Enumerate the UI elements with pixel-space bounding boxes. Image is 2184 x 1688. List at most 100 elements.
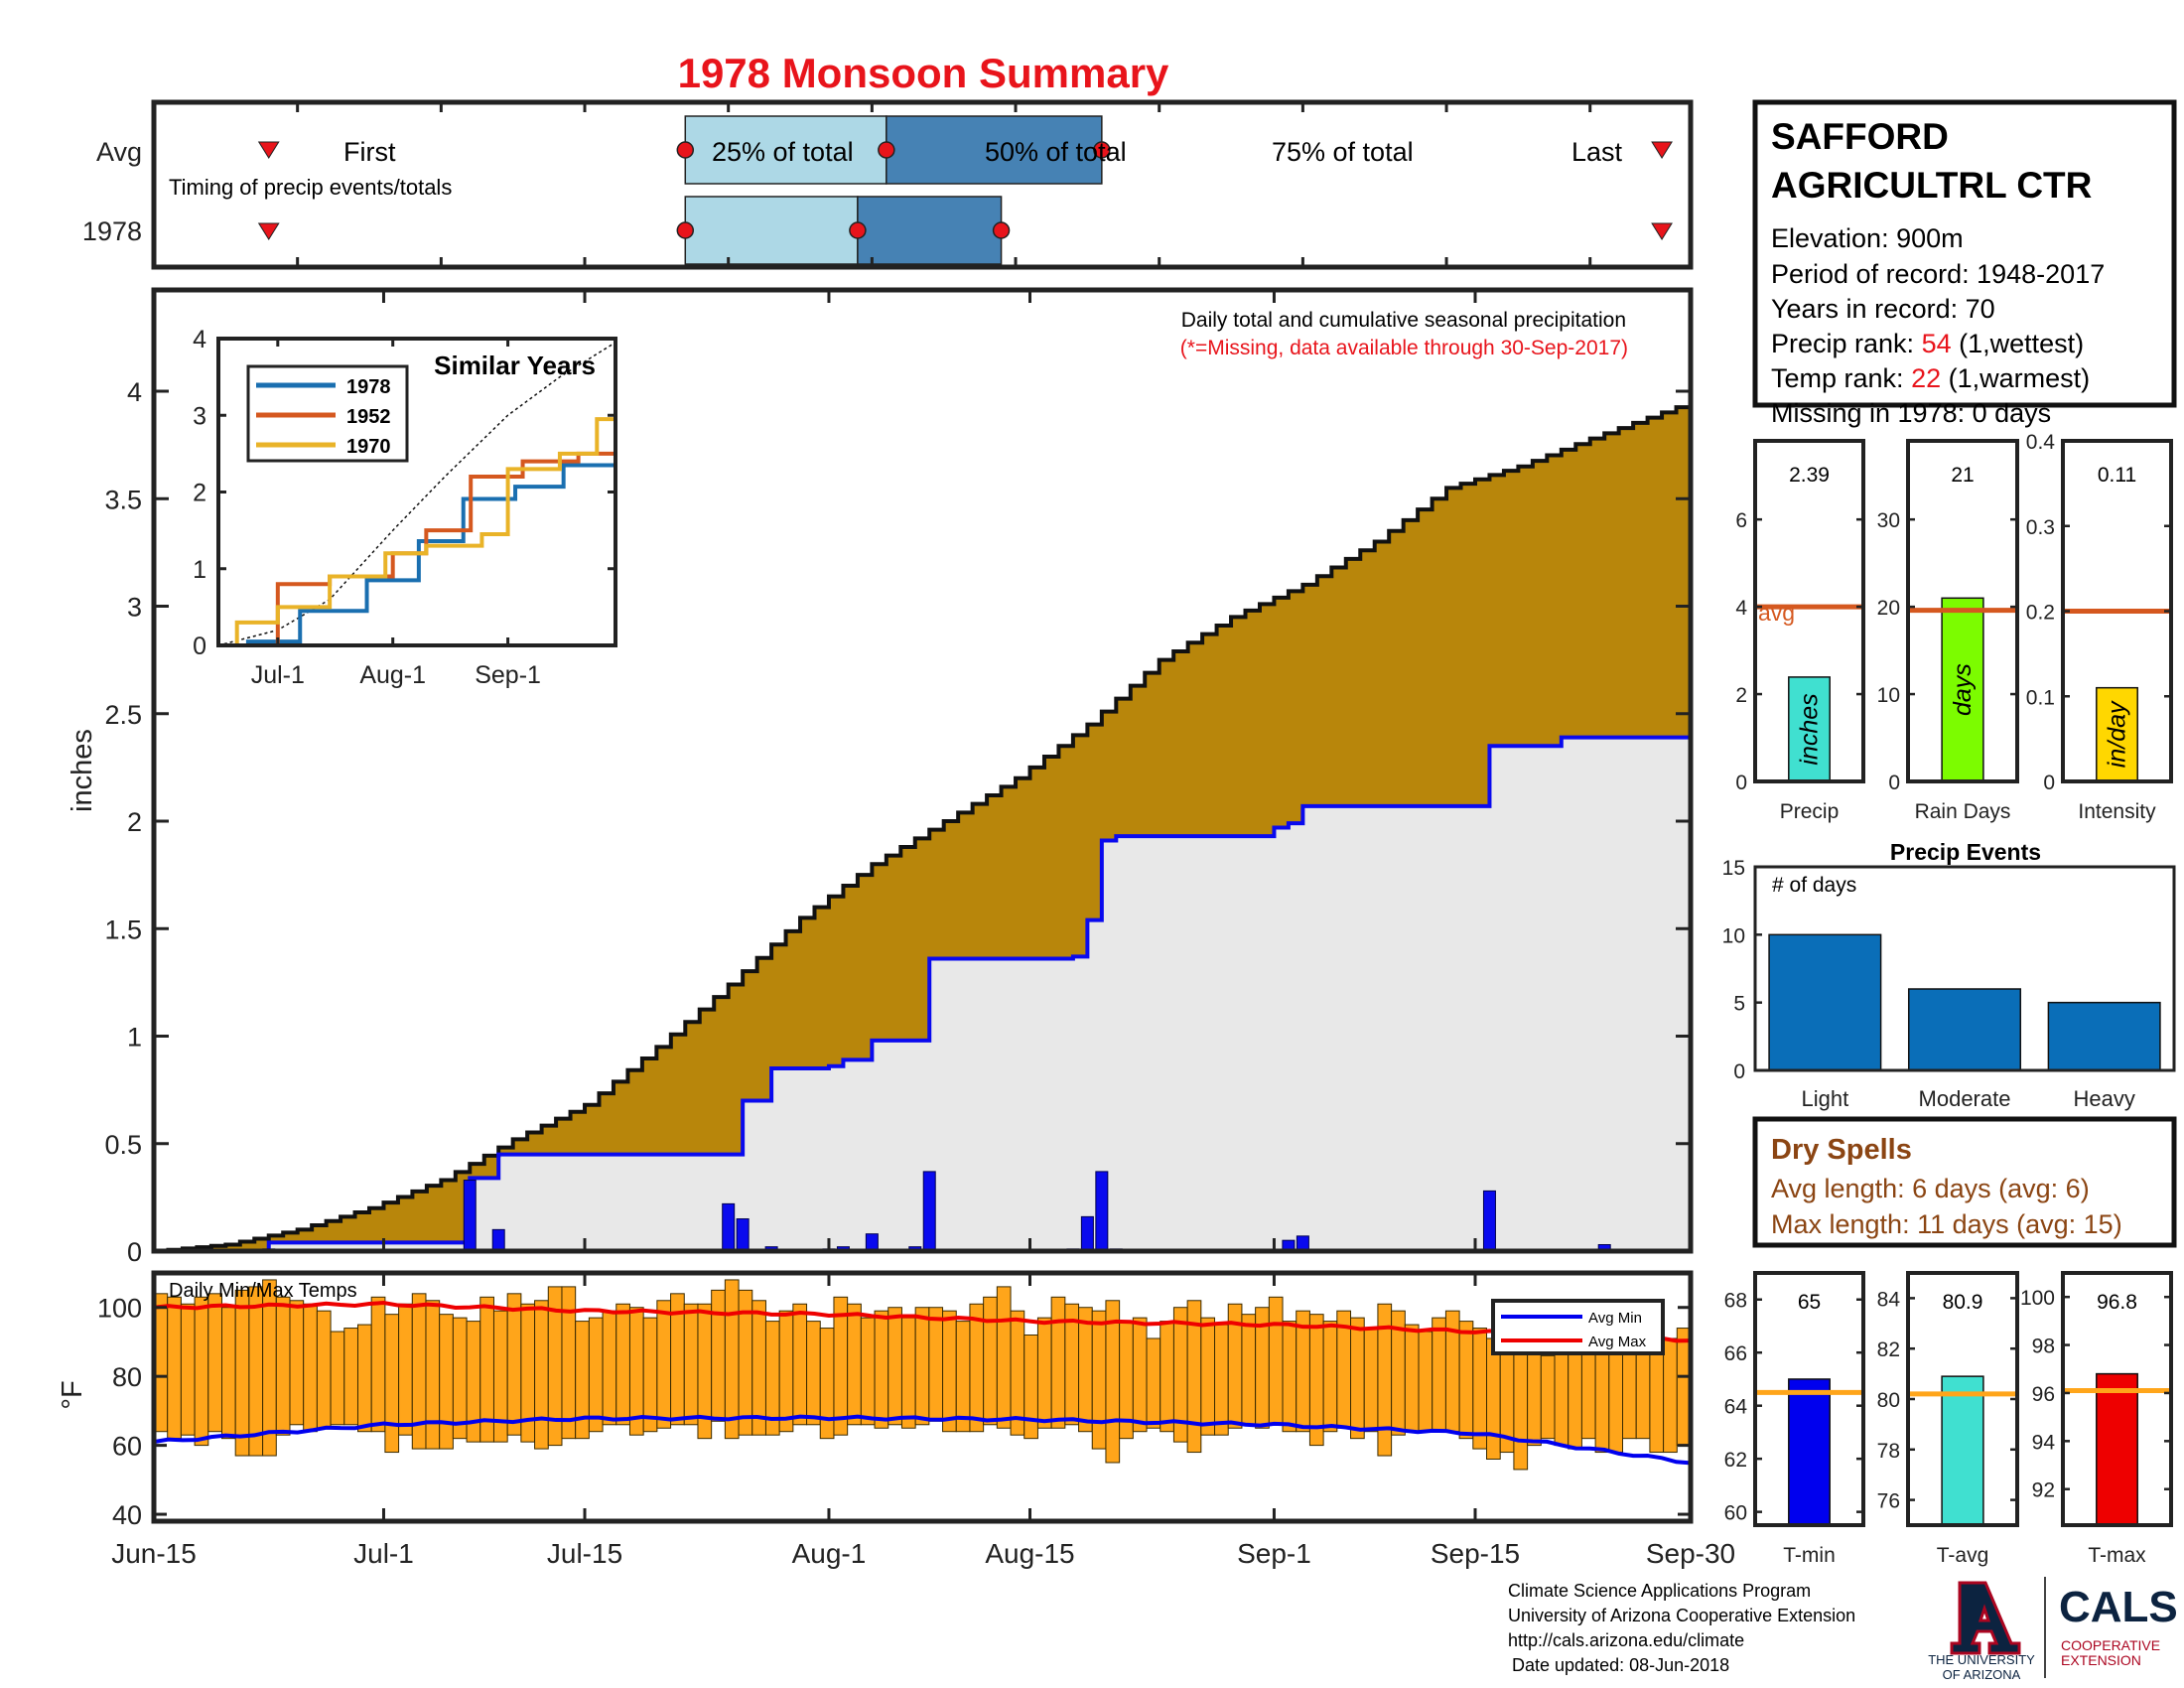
inset-legend: 1978 1952 1970 (246, 364, 409, 463)
date-x-axis: Jun-15 Jul-1 Jul-15 Aug-1 Aug-15 Sep-1 Sep-15 S… (111, 290, 1735, 1569)
main-y-tick-label: 0 (127, 1237, 142, 1267)
avg-max-line (153, 1301, 1692, 1343)
temp-range-bar (792, 1303, 808, 1426)
intensity-value-label: 0.11 (2098, 464, 2136, 487)
rain-days-x-label: Rain Days (1915, 800, 2011, 823)
temp-range-bar (588, 1317, 604, 1433)
precip-rank-label: Precip rank: (1771, 329, 1914, 358)
temp-range-bar (1350, 1317, 1365, 1440)
station-years: Years in record: 70 (1771, 294, 1995, 324)
temp-y-axis-label: °F (57, 1380, 88, 1409)
footer-line-2: University of Arizona Cooperative Extens… (1508, 1606, 1855, 1625)
temp-range-bar (356, 1324, 372, 1433)
intensity-x-label: Intensity (2078, 800, 2156, 823)
temp-range-bar (316, 1310, 332, 1429)
tavg-value-label: 80.9 (1943, 1291, 1983, 1314)
daily-precip-bar (1482, 1190, 1496, 1252)
tmin-y-tick-label: 60 (1724, 1502, 1747, 1525)
inset-y-tick-label: 1 (193, 556, 206, 584)
timing-pct-marker-avg-1 (878, 141, 895, 159)
temp-range-bar (1241, 1314, 1257, 1426)
timing-box-second-half-avg (886, 115, 1103, 185)
temp-range-bar (425, 1300, 441, 1450)
timing-row-label-avg: Avg (96, 137, 142, 167)
station-precip-rank: Precip rank: 54 (1,wettest) (1771, 329, 2084, 358)
events-x-label-moderate: Moderate (1919, 1086, 2011, 1111)
inset-line-1952 (218, 450, 617, 647)
inset-x-tick-label: Sep-1 (475, 661, 541, 689)
station-name-line-2: AGRICULTRL CTR (1771, 165, 2092, 206)
temp-range-bar (1024, 1335, 1038, 1440)
timing-last-marker-avg (1651, 141, 1673, 159)
temp-chart-title: Daily Min/Max Temps (169, 1280, 357, 1302)
inset-y-tick-label: 4 (193, 326, 206, 353)
temp-range-bar (900, 1317, 916, 1429)
temp-range-bar (452, 1317, 468, 1440)
temp-range-bar (180, 1303, 196, 1436)
date-x-tick-label: Jul-15 (547, 1538, 622, 1569)
temp-y-tick-label: 40 (112, 1500, 142, 1530)
station-period: Period of record: 1948-2017 (1771, 259, 2105, 289)
station-name-line-1: SAFFORD (1771, 116, 1949, 157)
timing-pct-marker-avg-2 (1093, 141, 1111, 159)
tavg-y-tick-label: 84 (1877, 1288, 1901, 1311)
precip-rank-value: 54 (1922, 329, 1952, 358)
temp-range-bar (1268, 1296, 1284, 1426)
tmax-y-tick-label: 92 (2032, 1479, 2055, 1502)
main-y-tick-label: 2 (127, 807, 142, 837)
timing-last-marker-y1978 (1651, 222, 1673, 240)
temp-range-bar (942, 1310, 957, 1433)
temp-range-bar (1404, 1324, 1420, 1433)
events-bars: Light Moderate Heavy 0 5 10 15 (1722, 857, 2161, 1111)
temp-range-bar (1663, 1337, 1678, 1454)
temp-range-bar (167, 1296, 182, 1440)
temp-range-bar (1363, 1328, 1379, 1433)
dry-spells-max-length: Max length: 11 days (avg: 15) (1771, 1209, 2122, 1239)
footer-line-1: Climate Science Applications Program (1508, 1581, 1811, 1601)
timing-row-label-year: 1978 (82, 216, 142, 246)
date-x-tick-label: Sep-15 (1431, 1538, 1520, 1569)
temp-range-bar (1296, 1310, 1310, 1433)
temp-range-bar (955, 1321, 971, 1433)
timing-pct-marker-y1978-1 (849, 221, 867, 239)
events-y-axis-label: # of days (1772, 874, 1856, 897)
ua-logo-line-1: THE UNIVERSITY (1928, 1652, 2035, 1667)
inset-series: 0 1 2 3 4 Jul-1 Aug-1 Sep-1 (193, 326, 617, 689)
temp-range-bar (996, 1286, 1012, 1429)
rain-days-y-tick-label: 0 (1888, 772, 1900, 794)
temp-plot-frame (151, 1270, 1694, 1524)
main-y-tick-label: 4 (127, 377, 142, 407)
intensity-y-tick-label: 0.2 (2026, 602, 2055, 625)
timing-box-first-half-y1978 (684, 196, 859, 265)
temp-range-bar (194, 1296, 209, 1447)
footer-line-3: http://cals.arizona.edu/climate (1508, 1630, 1744, 1650)
temp-range-bar (289, 1300, 305, 1426)
dry-spells-avg-length: Avg length: 6 days (avg: 6) (1771, 1174, 2090, 1203)
cals-logo-text: CALS (2059, 1583, 2178, 1631)
temp-range-bar (1105, 1300, 1121, 1464)
timing-pct-marker-y1978-0 (676, 221, 695, 239)
temp-range-bar (1540, 1354, 1556, 1440)
date-x-tick-label: Aug-15 (985, 1538, 1074, 1569)
date-x-tick-label: Jul-1 (353, 1538, 414, 1569)
temp-range-bar (384, 1314, 400, 1454)
station-frame (1752, 99, 2177, 408)
temp-legend: Avg Min Avg Max (1491, 1299, 1665, 1355)
main-y-tick-label: 3 (127, 593, 142, 623)
temp-range-bar (751, 1300, 766, 1436)
cals-logo-sub-1: COOPERATIVE (2061, 1637, 2160, 1653)
temp-range-bar (1322, 1321, 1338, 1433)
date-x-tick-label: Sep-1 (1237, 1538, 1311, 1569)
main-y-tick-label: 0.5 (104, 1130, 142, 1160)
rain-days-y-tick-label: 30 (1877, 509, 1900, 532)
intensity-value-bar (2096, 686, 2138, 782)
temp-range-bar (1050, 1296, 1066, 1429)
tavg-x-label: T-avg (1937, 1544, 1989, 1567)
tmax-x-label: T-max (2088, 1544, 2146, 1567)
inset-line-1970 (218, 407, 617, 647)
temp-range-bar (833, 1296, 849, 1436)
timing-first-marker-avg (257, 141, 280, 159)
temp-y-tick-label: 60 (112, 1432, 142, 1462)
temp-range-bar (806, 1321, 821, 1426)
timing-caption: Timing of precip events/totals (169, 175, 452, 200)
